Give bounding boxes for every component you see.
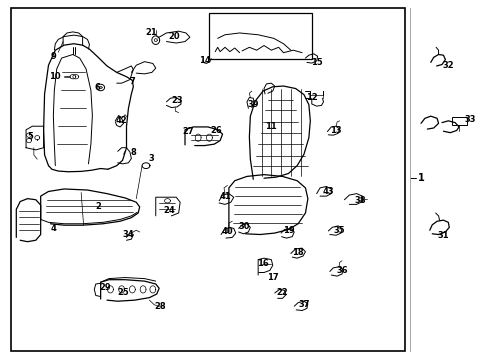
Text: 18: 18 bbox=[292, 248, 304, 257]
Text: 6: 6 bbox=[94, 83, 100, 92]
Bar bbox=[209, 13, 311, 59]
Bar bbox=[451, 117, 467, 126]
Text: 30: 30 bbox=[238, 222, 250, 231]
Text: 20: 20 bbox=[168, 32, 179, 41]
Text: 31: 31 bbox=[437, 231, 448, 240]
Text: 16: 16 bbox=[257, 259, 268, 268]
Text: 15: 15 bbox=[310, 58, 322, 67]
Text: 28: 28 bbox=[155, 302, 166, 311]
Bar bbox=[11, 8, 405, 351]
Text: 35: 35 bbox=[333, 226, 345, 235]
Text: 8: 8 bbox=[130, 148, 136, 157]
Text: 41: 41 bbox=[219, 192, 230, 201]
Text: 29: 29 bbox=[100, 283, 111, 292]
Text: 22: 22 bbox=[276, 288, 288, 297]
Text: 39: 39 bbox=[247, 100, 259, 109]
Text: 34: 34 bbox=[122, 230, 134, 239]
Text: 1: 1 bbox=[417, 173, 424, 183]
Text: 12: 12 bbox=[305, 93, 317, 102]
Text: 43: 43 bbox=[322, 187, 333, 196]
Text: 13: 13 bbox=[330, 126, 341, 135]
Text: 37: 37 bbox=[298, 300, 309, 309]
Text: 32: 32 bbox=[442, 62, 453, 71]
Text: 38: 38 bbox=[354, 196, 366, 205]
Text: 23: 23 bbox=[171, 96, 183, 105]
Text: 3: 3 bbox=[149, 154, 154, 163]
Text: 7: 7 bbox=[129, 77, 135, 86]
Text: 27: 27 bbox=[182, 127, 194, 136]
Text: 21: 21 bbox=[145, 28, 157, 37]
Text: 25: 25 bbox=[118, 288, 129, 297]
Text: 10: 10 bbox=[49, 72, 61, 81]
Text: 17: 17 bbox=[266, 273, 278, 282]
Text: 36: 36 bbox=[336, 266, 347, 275]
Text: 2: 2 bbox=[95, 202, 101, 211]
Text: 5: 5 bbox=[27, 132, 33, 141]
Text: 33: 33 bbox=[463, 115, 474, 124]
Text: 14: 14 bbox=[198, 57, 210, 66]
Text: 9: 9 bbox=[50, 52, 56, 61]
Text: 40: 40 bbox=[221, 228, 233, 237]
Text: 11: 11 bbox=[265, 122, 277, 131]
Text: 24: 24 bbox=[163, 206, 174, 215]
Text: 4: 4 bbox=[50, 224, 56, 233]
Text: 42: 42 bbox=[116, 116, 127, 125]
Text: 26: 26 bbox=[210, 126, 222, 135]
Text: 19: 19 bbox=[282, 226, 294, 235]
